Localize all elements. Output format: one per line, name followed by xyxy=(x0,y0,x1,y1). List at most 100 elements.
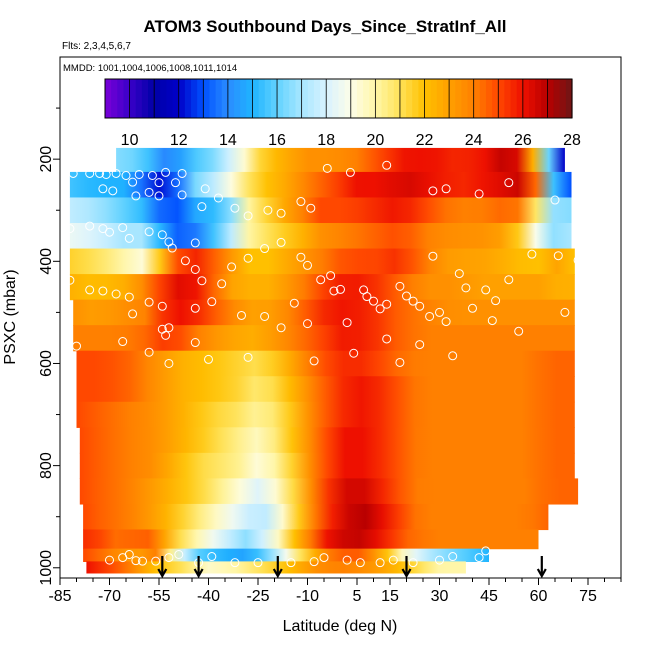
colorbar-swatch xyxy=(270,79,278,118)
colorbar-swatch xyxy=(485,79,493,118)
colorbar-swatch xyxy=(209,79,217,118)
data-point xyxy=(177,190,187,200)
data-point xyxy=(289,298,299,308)
colorbar-swatch xyxy=(338,79,346,118)
colorbar-swatch xyxy=(215,79,223,118)
colorbar-swatch xyxy=(105,79,112,118)
colorbar-swatch xyxy=(295,79,303,118)
colorbar-swatch xyxy=(148,79,155,118)
data-point xyxy=(408,296,418,306)
colorbar-swatch xyxy=(424,79,432,118)
data-point xyxy=(276,323,286,333)
data-point xyxy=(230,558,240,568)
data-point xyxy=(316,275,326,285)
data-point xyxy=(118,337,128,347)
data-point xyxy=(95,168,105,178)
data-point xyxy=(124,292,134,302)
data-point xyxy=(105,227,114,237)
data-point xyxy=(415,301,425,311)
colorbar-swatch xyxy=(442,79,450,118)
colorbar-swatch xyxy=(197,79,204,118)
data-point xyxy=(118,223,128,233)
colorbar-swatch xyxy=(492,79,499,118)
heat-band xyxy=(76,376,575,403)
x-tick-label: 60 xyxy=(530,588,548,605)
data-point xyxy=(197,276,207,286)
data-point xyxy=(296,252,306,262)
y-tick-label: 1000 xyxy=(38,550,55,586)
colorbar-swatch xyxy=(203,79,211,118)
data-point xyxy=(435,555,444,565)
flight-arrow xyxy=(536,556,547,579)
data-point xyxy=(306,203,316,213)
data-point xyxy=(124,550,134,560)
colorbar-swatch xyxy=(467,79,475,118)
data-point xyxy=(428,186,438,196)
colorbar-swatch xyxy=(430,79,438,118)
data-point xyxy=(342,555,352,565)
colorbar-swatch xyxy=(283,79,290,118)
data-point xyxy=(177,168,187,178)
data-point xyxy=(260,311,270,321)
data-point xyxy=(567,527,576,537)
data-point xyxy=(382,160,392,170)
data-point xyxy=(461,283,471,293)
y-axis-label: PSXC (mbar) xyxy=(2,269,19,364)
data-point xyxy=(408,558,418,568)
data-point xyxy=(161,167,171,177)
data-point xyxy=(98,184,108,194)
data-point xyxy=(425,311,435,321)
data-point xyxy=(154,191,164,201)
data-point xyxy=(200,184,210,194)
data-point xyxy=(309,356,319,366)
x-tick-label: -55 xyxy=(147,588,170,605)
x-tick-label: 75 xyxy=(579,588,597,605)
data-point xyxy=(586,319,596,329)
data-point xyxy=(111,168,121,178)
data-point xyxy=(227,262,237,272)
x-tick-label: 15 xyxy=(381,588,399,605)
data-point xyxy=(349,348,359,358)
data-point xyxy=(286,558,296,568)
colorbar-swatch xyxy=(240,79,247,118)
data-point xyxy=(441,317,451,327)
data-point xyxy=(517,550,527,560)
data-point xyxy=(147,171,157,181)
colorbar-swatch xyxy=(301,79,309,118)
data-point xyxy=(322,163,332,173)
data-point xyxy=(105,555,114,565)
data-point xyxy=(151,556,161,566)
data-point xyxy=(72,341,81,351)
data-point xyxy=(68,168,78,178)
heat-band xyxy=(69,171,572,199)
heat-band xyxy=(79,427,575,454)
data-point xyxy=(415,340,425,350)
data-point xyxy=(263,205,273,215)
colorbar-swatch xyxy=(375,79,383,118)
observation-circles xyxy=(60,160,609,568)
colorbar-swatch xyxy=(455,79,462,118)
colorbar-swatch xyxy=(307,79,315,118)
data-point xyxy=(157,230,167,240)
data-point xyxy=(164,553,174,563)
data-point xyxy=(504,178,514,188)
colorbar-swatch xyxy=(258,79,266,118)
data-point xyxy=(527,249,537,259)
y-tick-label: 400 xyxy=(38,248,55,275)
data-point xyxy=(382,334,392,344)
data-point xyxy=(128,177,138,187)
colorbar-swatch xyxy=(313,79,321,118)
colorbar-swatch xyxy=(246,79,254,118)
colorbar-swatch xyxy=(123,79,131,118)
colorbar-swatch xyxy=(473,79,481,118)
data-point xyxy=(345,167,355,177)
data-point xyxy=(260,244,270,254)
colorbar-swatch xyxy=(111,79,118,118)
data-point xyxy=(171,178,180,188)
data-point xyxy=(190,338,200,348)
colorbar-swatch xyxy=(252,79,260,118)
colorbar-tick-label: 18 xyxy=(317,132,335,149)
data-point xyxy=(395,281,405,291)
